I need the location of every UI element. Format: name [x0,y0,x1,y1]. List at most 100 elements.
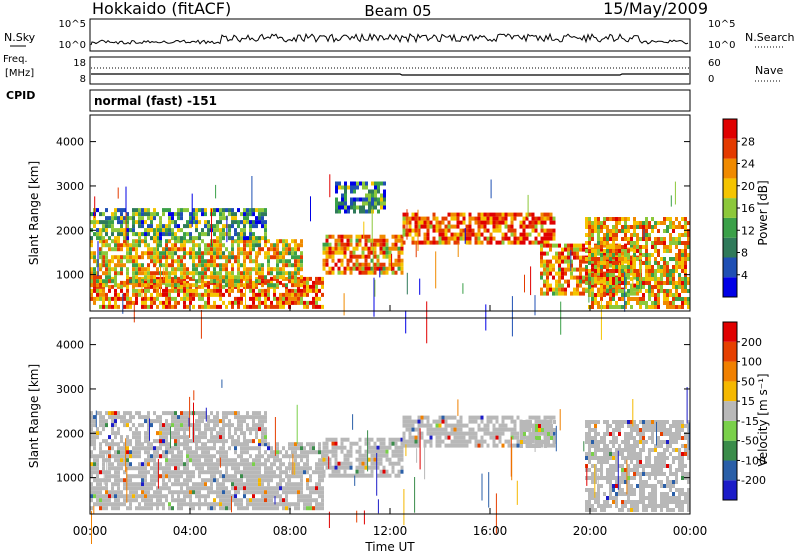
heatmap-cell [186,271,189,276]
heatmap-cell [222,284,225,289]
heatmap-cell [243,304,246,309]
heatmap-cell [388,266,392,271]
heatmap-cell [258,450,261,455]
heatmap-cell [108,466,111,471]
heatmap-cell [337,234,341,239]
heatmap-cell [168,304,171,309]
heatmap-cell [681,289,684,293]
heatmap-cell [156,296,159,301]
heatmap-cell [279,267,282,272]
heatmap-cell [370,473,374,478]
heatmap-cell [231,478,234,483]
heatmap-cell [663,424,666,428]
heatmap-cell [255,506,258,511]
heatmap-cell [177,482,180,487]
heatmap-cell [150,478,153,483]
heatmap-cell [294,283,297,288]
heatmap-cell [615,247,618,252]
heatmap-cell [343,437,347,442]
heatmap-cell [144,458,147,463]
heatmap-cell [612,281,615,285]
heatmap-cell [105,506,108,511]
heatmap-cell [600,508,603,512]
heatmap-cell [183,251,186,256]
heatmap-cell [258,208,261,213]
heatmap-cell [312,450,315,455]
heatmap-cell [168,478,171,483]
heatmap-cell [270,462,273,467]
heatmap-cell [186,474,189,479]
heatmap-cell [207,506,210,511]
heatmap-cell [138,470,141,475]
heatmap-cell [654,221,657,225]
heatmap-cell [450,431,454,436]
heatmap-cell [648,273,651,277]
heatmap-cell [192,251,195,256]
heatmap-cell [156,251,159,256]
heatmap-cell [394,461,398,466]
heatmap-cell [627,420,630,424]
heatmap-cell [597,241,600,245]
heatmap-cell [231,458,234,463]
heatmap-cell [246,450,249,455]
heatmap-cell [642,496,645,500]
heatmap-cell [159,255,162,260]
heatmap-cell [456,443,460,448]
heatmap-cell [252,300,255,305]
heatmap-cell [111,466,114,471]
heatmap-cell [180,267,183,272]
heatmap-cell [237,208,240,213]
heatmap-cell [669,432,672,436]
heatmap-cell [249,275,252,280]
heatmap-cell [379,437,383,442]
heatmap-cell [639,297,642,301]
heatmap-cell [408,423,412,428]
heatmap-cell [102,212,105,217]
heatmap-cell [588,468,591,472]
heatmap-cell [195,243,198,248]
heatmap-streak [373,277,375,317]
heatmap-cell [180,236,183,241]
heatmap-cell [591,277,594,281]
heatmap-cell [258,482,261,487]
heatmap-cell [675,297,678,301]
heatmap-streak [251,176,253,217]
heatmap-cell [126,279,129,284]
heatmap-cell [201,251,204,256]
heatmap-cell [189,292,192,297]
heatmap-cell [195,283,198,288]
heatmap-cell [243,243,246,248]
heatmap-cell [606,241,609,245]
heatmap-cell [213,490,216,495]
heatmap-cell [459,439,463,444]
heatmap-cell [297,300,300,305]
heatmap-cell [444,232,448,237]
heatmap-cell [591,281,594,285]
heatmap-cell [99,442,102,447]
heatmap-cell [621,237,624,241]
heatmap-cell [669,440,672,444]
heatmap-cell [612,261,615,265]
heatmap-cell [270,494,273,499]
heatmap-cell [660,428,663,432]
heatmap-cell [648,492,651,496]
heatmap-cell [663,440,666,444]
heatmap-cell [234,490,237,495]
heatmap-cell [400,266,404,271]
heatmap-cell [306,482,309,487]
heatmap-cell [362,197,365,202]
heatmap-cell [423,240,427,245]
heatmap-cell [111,259,114,264]
heatmap-cell [594,217,597,221]
heatmap-cell [585,217,588,221]
heatmap-cell [334,473,338,478]
heatmap-cell [612,464,615,468]
heatmap-cell [549,419,553,424]
heatmap-cell [153,259,156,264]
heatmap-cell [153,502,156,507]
heatmap-cell [328,266,332,271]
heatmap-cell [654,444,657,448]
heatmap-cell [600,468,603,472]
heatmap-cell [195,450,198,455]
